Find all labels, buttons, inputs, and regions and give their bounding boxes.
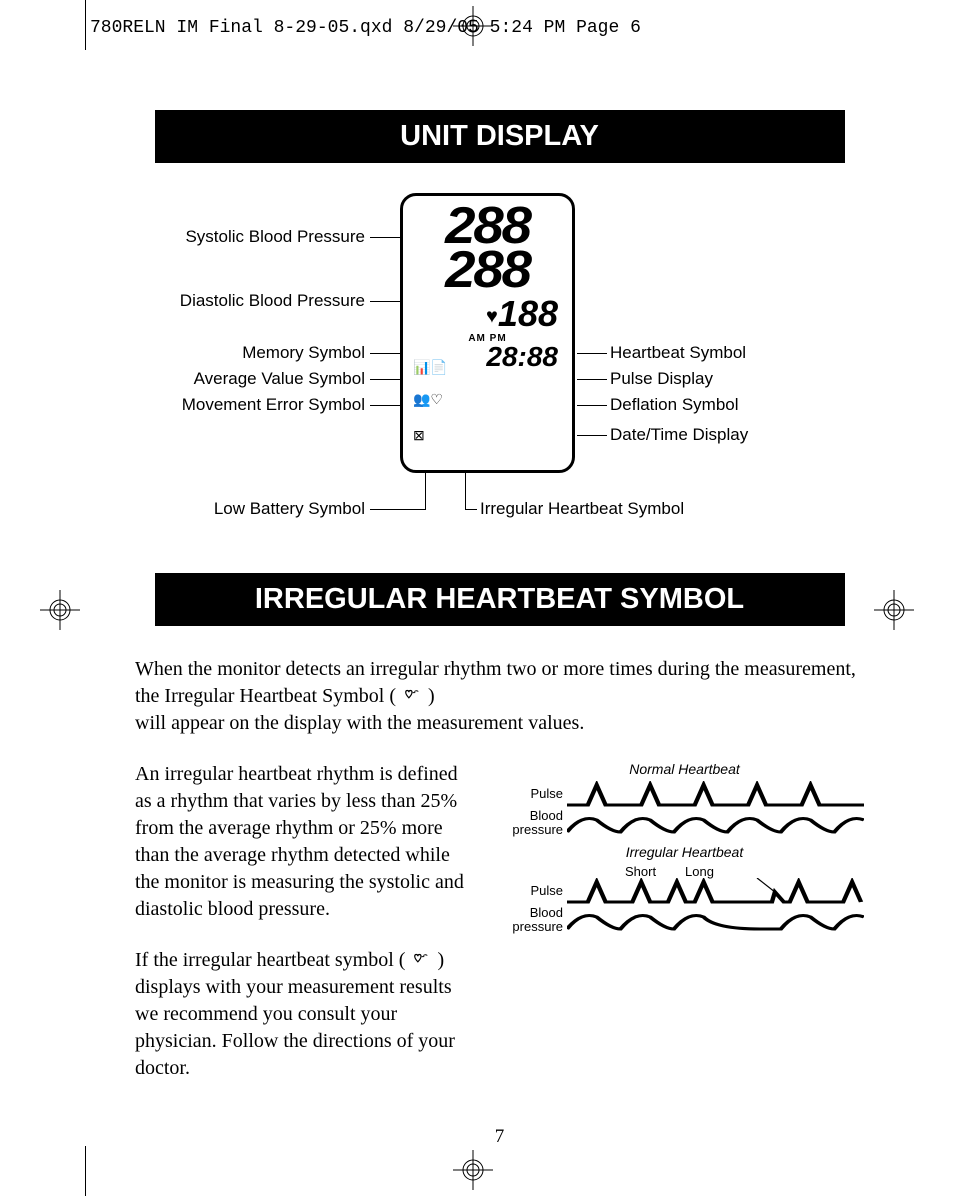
callout-line	[465, 509, 477, 510]
lcd-icon-avg: 👥♡	[413, 392, 443, 409]
normal-bp-wave	[567, 810, 864, 836]
unit-display-header: UNIT DISPLAY	[155, 110, 845, 163]
lcd-diastolic: 288	[399, 248, 576, 292]
irregular-heartbeat-title: Irregular Heartbeat	[505, 844, 864, 860]
registration-mark-icon	[453, 1150, 493, 1190]
page-content: UNIT DISPLAY 288 288 ♥188 AM PM 28:88 📊📄…	[85, 60, 914, 1136]
callout-line	[370, 301, 400, 302]
callout-movement: Movement Error Symbol	[115, 395, 365, 415]
callout-systolic: Systolic Blood Pressure	[115, 227, 365, 247]
callout-line	[577, 379, 607, 380]
lcd-icon-memory: 📊📄	[413, 360, 448, 377]
irregular-para-1: When the monitor detects an irregular rh…	[135, 656, 864, 737]
bp-label: Bloodpressure	[505, 809, 567, 836]
callout-irregular: Irregular Heartbeat Symbol	[480, 499, 684, 519]
callout-pulse: Pulse Display	[610, 369, 713, 389]
irregular-para-3: If the irregular heartbeat symbol ( ) di…	[135, 947, 465, 1082]
callout-line	[370, 379, 400, 380]
crop-mark	[85, 0, 86, 50]
registration-mark-icon	[40, 590, 80, 630]
heartbeat-icon	[401, 689, 423, 705]
callout-memory: Memory Symbol	[115, 343, 365, 363]
normal-heartbeat-title: Normal Heartbeat	[505, 761, 864, 777]
irregular-para-2: An irregular heartbeat rhythm is defined…	[135, 761, 465, 923]
crop-mark	[85, 1146, 86, 1196]
callout-battery: Low Battery Symbol	[115, 499, 365, 519]
long-label: Long	[685, 864, 714, 879]
callout-line	[370, 353, 400, 354]
file-info-header: 780RELN IM Final 8-29-05.qxd 8/29/05 5:2…	[90, 18, 641, 38]
callout-deflation: Deflation Symbol	[610, 395, 739, 415]
callout-line	[465, 473, 466, 510]
callout-line	[370, 405, 400, 406]
irregular-bp-wave	[567, 907, 864, 933]
pulse-label: Pulse	[505, 787, 567, 801]
lcd-icon-battery: ⊠	[413, 428, 425, 445]
short-label: Short	[625, 864, 656, 879]
callout-diastolic: Diastolic Blood Pressure	[115, 291, 365, 311]
heartbeat-icon	[410, 953, 432, 969]
callout-line	[577, 435, 607, 436]
unit-display-diagram: 288 288 ♥188 AM PM 28:88 📊📄 👥♡ ⊠ Systoli…	[135, 193, 864, 553]
heartbeat-diagram: Normal Heartbeat Pulse Bloodpressure Irr…	[505, 761, 864, 1106]
registration-mark-icon	[453, 6, 493, 46]
irregular-heartbeat-header: IRREGULAR HEARTBEAT SYMBOL	[155, 573, 845, 626]
callout-heartbeat: Heartbeat Symbol	[610, 343, 746, 363]
callout-line	[577, 405, 607, 406]
callout-line	[577, 353, 607, 354]
lcd-pulse: ♥188	[403, 298, 572, 330]
irregular-pulse-wave	[567, 878, 864, 904]
callout-line	[370, 237, 400, 238]
callout-line	[370, 509, 425, 510]
lcd-screen: 288 288 ♥188 AM PM 28:88 📊📄 👥♡ ⊠	[400, 193, 575, 473]
callout-line	[425, 473, 426, 510]
bp-label: Bloodpressure	[505, 906, 567, 933]
callout-average: Average Value Symbol	[115, 369, 365, 389]
normal-pulse-wave	[567, 781, 864, 807]
callout-datetime: Date/Time Display	[610, 425, 748, 445]
pulse-label: Pulse	[505, 884, 567, 898]
page-number: 7	[135, 1126, 864, 1148]
